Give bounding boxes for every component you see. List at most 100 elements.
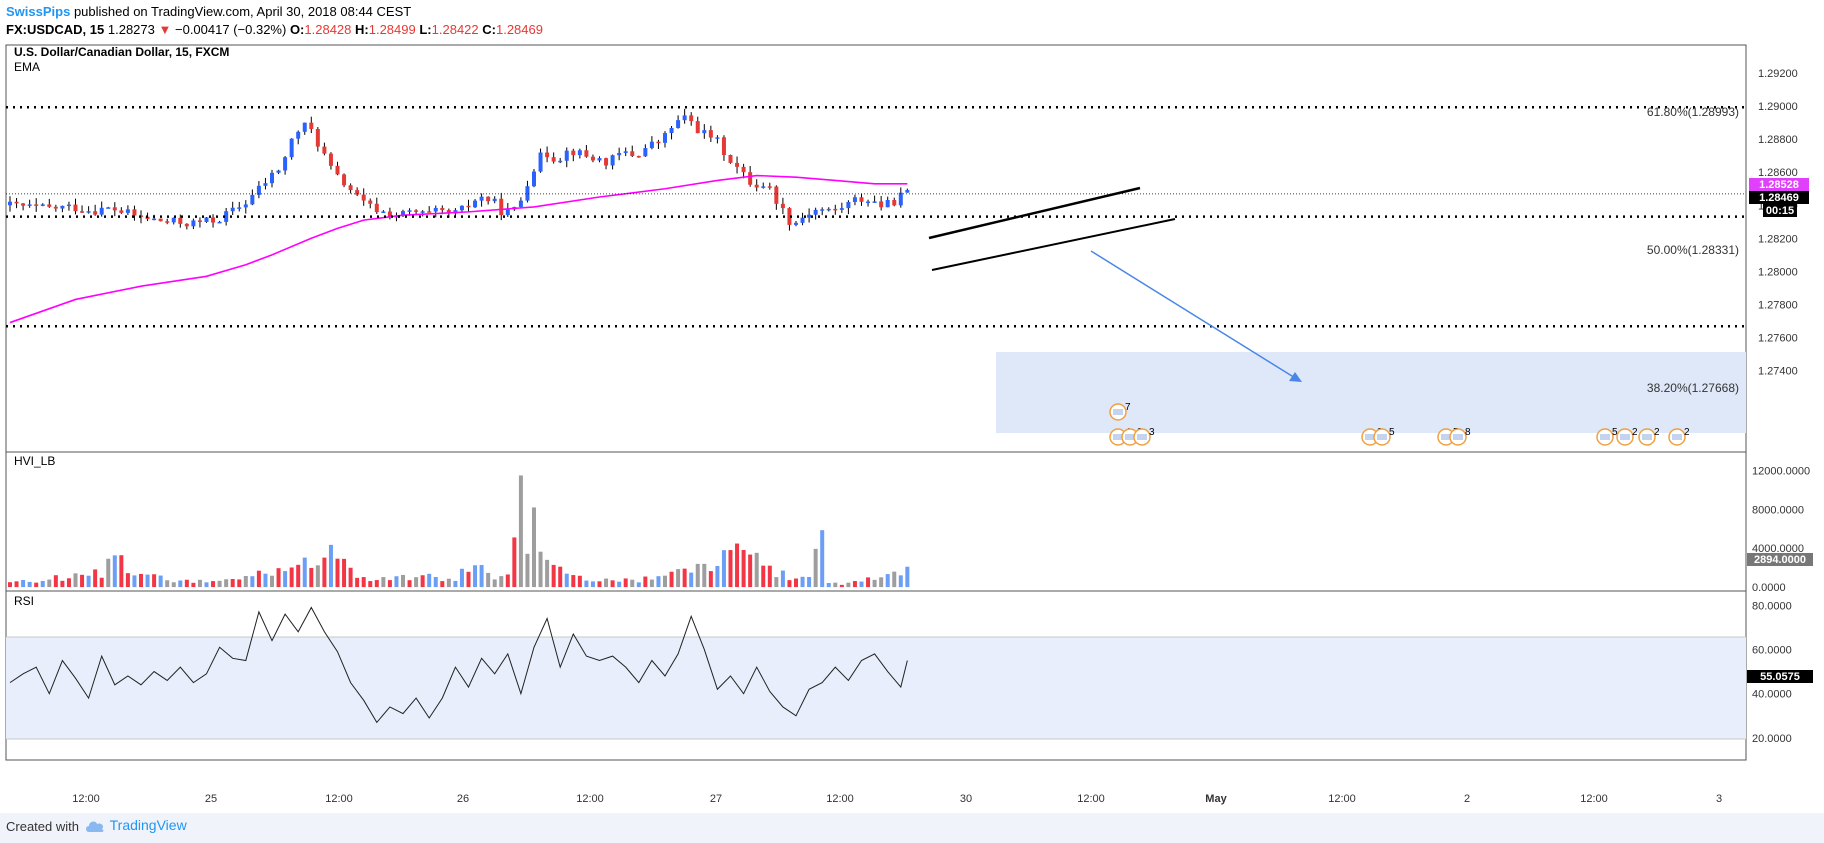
volume-bar [459, 568, 464, 588]
volume-bar [204, 582, 209, 588]
volume-bar [401, 574, 405, 588]
volume-bar [355, 577, 360, 588]
chart-area[interactable]: 1.292001.290001.288001.286001.284001.282… [0, 44, 1824, 813]
volume-bar [106, 558, 111, 588]
author-link[interactable]: SwissPips [6, 4, 71, 19]
volume-bar [492, 579, 497, 588]
footer: Created with TradingView [0, 813, 1824, 843]
volume-bar [505, 574, 510, 588]
chart-svg[interactable]: 1.292001.290001.288001.286001.284001.282… [0, 44, 1824, 813]
volume-bar [420, 575, 425, 588]
candle [826, 208, 831, 211]
candle [617, 152, 622, 156]
volume-bar [604, 578, 609, 588]
time-axis-tick: 2 [1464, 793, 1470, 805]
channel-lower-line[interactable] [931, 218, 1176, 271]
candle [158, 218, 163, 222]
projection-arrow[interactable] [1090, 250, 1301, 382]
volume-bar [898, 575, 903, 588]
volume-bar [171, 582, 176, 588]
volume-bar [8, 582, 12, 588]
candle [623, 151, 628, 153]
volume-bar [859, 581, 864, 588]
candle [34, 204, 39, 206]
candle [473, 200, 478, 208]
candle [40, 204, 45, 206]
time-axis-tick: 12:00 [325, 793, 353, 805]
candle [866, 201, 871, 204]
last-price: 1.28273 [107, 22, 155, 37]
volume-bar [512, 537, 517, 588]
volume-bar [335, 558, 340, 588]
volume-bar [328, 544, 333, 588]
price-axis-tick: 1.29200 [1758, 68, 1798, 80]
rsi-pane-title: RSI [14, 594, 34, 608]
volume-bar [610, 580, 615, 588]
tradingview-logo-link[interactable]: TradingView [84, 817, 187, 833]
high-value: 1.28499 [368, 22, 416, 37]
volume-bar [394, 576, 399, 588]
volume-bar [643, 576, 648, 588]
volume-bar [597, 581, 602, 588]
volume-bar [879, 577, 884, 588]
volume-bar [741, 549, 746, 588]
volume-bar [780, 570, 785, 588]
candle [518, 200, 523, 207]
candle [381, 211, 386, 214]
volume-bar [145, 574, 150, 588]
candle [859, 197, 864, 202]
candle [774, 186, 779, 204]
candle [93, 211, 98, 215]
volume-bar [558, 566, 563, 588]
candle [905, 190, 910, 193]
volume-bar [407, 580, 412, 588]
candle [328, 153, 333, 166]
volume-bar [839, 584, 844, 588]
time-axis-tick: 27 [710, 793, 722, 805]
event-count: 2 [1684, 427, 1690, 438]
candle [296, 131, 301, 139]
flag-icon [1453, 434, 1463, 440]
candle [119, 210, 124, 213]
candle [885, 200, 890, 208]
volume-bar [617, 581, 622, 588]
volume-bar [518, 475, 523, 588]
rsi-axis-tick: 40.0000 [1752, 689, 1792, 701]
candle [682, 115, 687, 121]
candle [649, 141, 654, 149]
channel-upper-line[interactable] [928, 186, 1141, 240]
candle [597, 158, 602, 161]
volume-bar [80, 574, 85, 588]
volume-bar [466, 571, 471, 588]
candle [99, 207, 104, 215]
candle [178, 217, 183, 224]
candle [695, 121, 700, 134]
volume-bar [361, 577, 366, 588]
candle [636, 155, 641, 158]
time-axis-tick: 30 [960, 793, 972, 805]
volume-bar [289, 567, 294, 588]
publisher-line: SwissPips published on TradingView.com, … [6, 4, 411, 19]
candle [715, 137, 720, 139]
volume-bar [695, 563, 700, 588]
volume-bar [872, 579, 877, 588]
low-value: 1.28422 [431, 22, 479, 37]
candle [839, 208, 844, 210]
volume-bar [761, 565, 766, 588]
volume-bar [590, 581, 595, 588]
flag-icon [1113, 434, 1123, 440]
candle [276, 170, 281, 173]
volume-bar [224, 579, 229, 588]
candle [250, 194, 255, 205]
volume-bar [577, 575, 582, 588]
candle [256, 185, 261, 195]
candle [440, 208, 445, 211]
volume-bar [807, 577, 812, 588]
volume-bar [473, 565, 478, 588]
event-count: 5 [1389, 427, 1395, 438]
volume-bar [656, 576, 661, 588]
event-count: 7 [1125, 402, 1131, 413]
volume-bar [309, 567, 314, 588]
candle [656, 141, 661, 144]
candle [302, 122, 307, 132]
